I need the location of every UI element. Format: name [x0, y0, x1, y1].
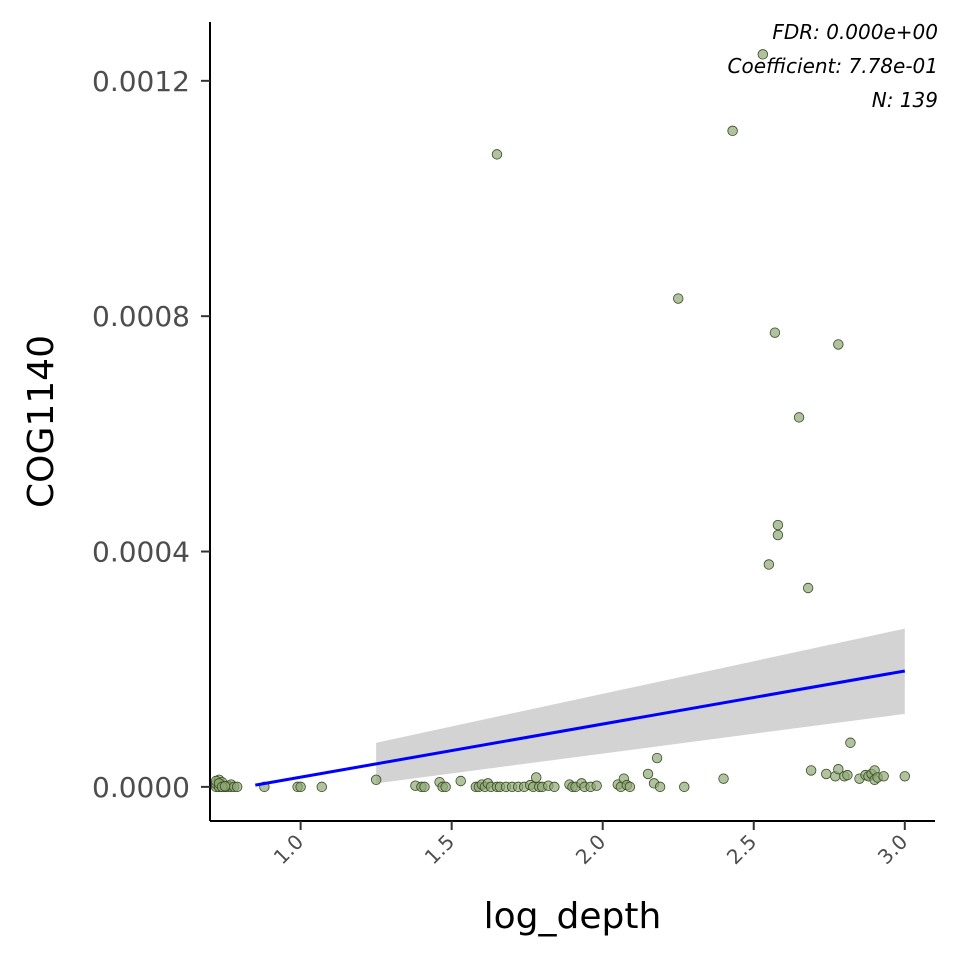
data-point	[793, 412, 805, 423]
data-point	[833, 339, 844, 350]
x-tick-label: 2.5	[722, 830, 761, 869]
data-point	[231, 781, 243, 793]
data-point	[757, 49, 769, 60]
data-point	[805, 765, 817, 776]
data-point	[654, 781, 666, 793]
data-point	[642, 768, 654, 780]
data-point	[370, 774, 382, 786]
y-axis-title: COG1140	[21, 335, 62, 508]
data-point	[491, 149, 503, 160]
data-point	[455, 775, 466, 787]
data-point	[833, 764, 844, 775]
data-point	[769, 327, 781, 338]
stats-annotation: Coefficient: 7.78e-01	[728, 54, 938, 78]
data-point	[845, 737, 856, 748]
data-point	[842, 769, 853, 781]
data-point	[651, 752, 663, 764]
annotations-layer: FDR: 0.000e+00 Coefficient: 7.78e-01 N: 13…	[728, 20, 938, 112]
data-point	[763, 559, 775, 570]
x-tick-label: 1.0	[269, 830, 308, 869]
fit-line-layer	[255, 669, 906, 787]
data-point	[727, 125, 738, 137]
data-point	[673, 293, 684, 304]
data-point	[624, 781, 636, 793]
x-tick-label: 3.0	[873, 830, 912, 869]
points-layer	[210, 49, 910, 793]
confidence-ribbon	[376, 628, 905, 784]
data-point	[295, 781, 306, 793]
axes-layer: 0.0000 0.0004 0.0008 0.0012 1.0 1.5 2.0 2.5 3.0 l…	[21, 22, 935, 937]
data-point	[219, 781, 231, 792]
data-point	[772, 519, 784, 531]
data-point	[821, 768, 832, 780]
data-point	[440, 781, 451, 793]
data-point	[419, 781, 430, 793]
y-tick-label: 0.0012	[92, 65, 190, 98]
data-point	[531, 772, 542, 783]
stats-annotation: FDR: 0.000e+00	[772, 20, 938, 44]
data-point	[802, 582, 814, 594]
data-point	[316, 781, 327, 793]
y-tick-label: 0.0004	[92, 536, 190, 569]
x-tick-label: 2.0	[571, 830, 610, 869]
regression-line	[255, 669, 906, 787]
stats-annotation: N: 139	[872, 88, 938, 112]
x-axis-title: log_depth	[484, 896, 662, 937]
data-point	[772, 529, 784, 541]
data-point	[591, 780, 602, 791]
y-tick-label: 0.0008	[92, 300, 190, 333]
x-tick-label: 1.5	[420, 830, 459, 869]
confidence-ribbon-layer	[376, 628, 905, 784]
data-point	[549, 781, 560, 793]
data-point	[718, 773, 729, 784]
data-point	[899, 771, 910, 782]
data-point	[679, 781, 690, 793]
y-tick-label: 0.0000	[92, 771, 190, 804]
data-point	[878, 771, 889, 782]
